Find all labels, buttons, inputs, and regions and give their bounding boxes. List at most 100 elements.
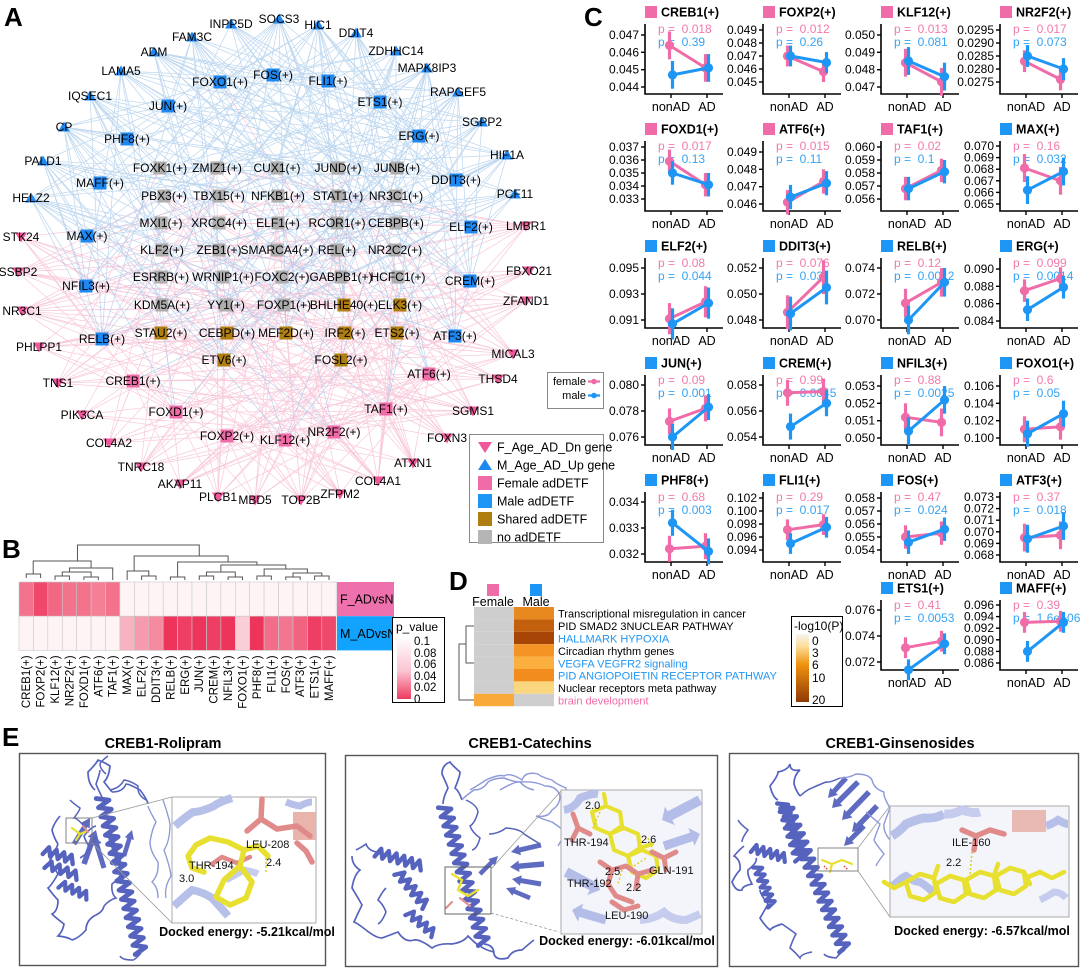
svg-text:0.100: 0.100 (727, 504, 757, 518)
svg-text:AD: AD (698, 100, 715, 114)
svg-text:PBX3(+): PBX3(+) (141, 189, 187, 203)
svg-text:AD: AD (1053, 451, 1070, 465)
svg-text:0.035: 0.035 (609, 166, 639, 180)
svg-text:ESRRB(+): ESRRB(+) (133, 270, 189, 284)
svg-text:PALD1: PALD1 (24, 154, 61, 168)
svg-text:ETS1(+): ETS1(+) (310, 655, 322, 698)
svg-text:ERG(+): ERG(+) (1016, 240, 1059, 254)
svg-text:SSBP2: SSBP2 (0, 265, 38, 279)
svg-text:brain development: brain development (558, 696, 649, 708)
svg-text:AD: AD (934, 451, 951, 465)
svg-text:ADM: ADM (141, 45, 168, 59)
svg-text:ZEB1(+): ZEB1(+) (196, 243, 241, 257)
svg-text:M_Age_AD_Up gene: M_Age_AD_Up gene (497, 459, 615, 473)
svg-text:0.086: 0.086 (964, 297, 994, 311)
svg-text:XRCC4(+): XRCC4(+) (191, 216, 247, 230)
svg-text:FAM3C: FAM3C (172, 30, 212, 44)
svg-text:TNS1: TNS1 (43, 376, 74, 390)
svg-text:HELZ2: HELZ2 (12, 191, 50, 205)
svg-text:MICAL3: MICAL3 (491, 347, 535, 361)
svg-text:IRF2(+): IRF2(+) (324, 326, 365, 340)
svg-text:0.076: 0.076 (845, 603, 875, 617)
svg-text:0.102: 0.102 (727, 491, 757, 505)
svg-text:0.060: 0.060 (845, 140, 875, 154)
svg-text:p = 0.26: p = 0.26 (776, 35, 823, 49)
svg-text:ELF2(+): ELF2(+) (661, 240, 707, 254)
svg-text:MAX(+): MAX(+) (1016, 123, 1059, 137)
svg-text:nonAD: nonAD (1007, 451, 1045, 465)
svg-text:HIC1: HIC1 (304, 18, 332, 32)
svg-text:ATF3(+): ATF3(+) (1016, 474, 1062, 488)
svg-text:FOXO1(+): FOXO1(+) (1016, 357, 1074, 371)
svg-text:PID SMAD2 3NUCLEAR PATHWAY: PID SMAD2 3NUCLEAR PATHWAY (558, 621, 734, 633)
svg-text:CREM(+): CREM(+) (779, 357, 831, 371)
svg-text:p = 0.017: p = 0.017 (658, 139, 712, 153)
svg-text:FOXC2(+): FOXC2(+) (254, 270, 309, 284)
svg-text:p_value: p_value (396, 620, 438, 634)
svg-text:FBXO21: FBXO21 (506, 264, 552, 278)
svg-text:nonAD: nonAD (1007, 100, 1045, 114)
svg-text:0.070: 0.070 (845, 313, 875, 327)
svg-text:p = 0.99: p = 0.99 (776, 373, 823, 387)
svg-text:0.047: 0.047 (727, 180, 757, 194)
svg-text:SGPP2: SGPP2 (462, 115, 502, 129)
svg-text:FOXD1(+): FOXD1(+) (79, 655, 91, 708)
svg-text:PHF8(+): PHF8(+) (104, 132, 150, 146)
svg-text:Shared adDETF: Shared adDETF (497, 513, 588, 527)
svg-text:0.0290: 0.0290 (957, 36, 994, 50)
svg-text:TBX15(+): TBX15(+) (193, 189, 245, 203)
svg-text:2.4: 2.4 (266, 857, 281, 869)
svg-text:FOXP2(+): FOXP2(+) (779, 6, 836, 20)
svg-text:Nuclear receptors meta pathway: Nuclear receptors meta pathway (558, 683, 717, 695)
svg-text:JUN(+): JUN(+) (149, 99, 187, 113)
svg-text:0.02: 0.02 (414, 682, 436, 694)
svg-text:ILE-160: ILE-160 (952, 837, 991, 849)
svg-text:FOS(+): FOS(+) (897, 474, 938, 488)
svg-text:p = 0.073: p = 0.073 (1013, 35, 1067, 49)
svg-text:0.090: 0.090 (964, 633, 994, 647)
svg-text:nonAD: nonAD (770, 451, 808, 465)
svg-text:PHLPP1: PHLPP1 (16, 340, 62, 354)
svg-text:THR-192: THR-192 (567, 878, 612, 890)
svg-text:ERG(+): ERG(+) (180, 655, 192, 694)
svg-text:p = 0.11: p = 0.11 (776, 152, 822, 166)
svg-text:0.068: 0.068 (964, 162, 994, 176)
svg-text:0.074: 0.074 (845, 261, 875, 275)
svg-text:AD: AD (698, 451, 715, 465)
svg-text:PHF8(+): PHF8(+) (252, 655, 264, 699)
svg-text:0.08: 0.08 (414, 648, 436, 660)
svg-text:p = 0.017: p = 0.017 (1013, 22, 1067, 36)
svg-text:FOXD1(+): FOXD1(+) (661, 123, 718, 137)
svg-text:nonAD: nonAD (1007, 676, 1045, 690)
svg-text:p = 0.6: p = 0.6 (1013, 373, 1054, 387)
svg-text:AD: AD (816, 217, 833, 231)
svg-text:RAPGEF5: RAPGEF5 (430, 85, 486, 99)
svg-text:nonAD: nonAD (888, 451, 926, 465)
svg-text:LEU-190: LEU-190 (605, 910, 648, 922)
svg-text:p = 0.02: p = 0.02 (894, 139, 941, 153)
svg-text:0.045: 0.045 (727, 75, 757, 89)
svg-text:KLF12(+): KLF12(+) (897, 6, 951, 20)
svg-text:HIF1A: HIF1A (490, 148, 524, 162)
svg-text:JUND(+): JUND(+) (315, 161, 362, 175)
svg-text:NR3C1: NR3C1 (2, 304, 42, 318)
svg-text:10: 10 (812, 671, 826, 685)
svg-text:0.1: 0.1 (414, 636, 430, 648)
svg-text:Docked energy: -6.01kcal/mol: Docked energy: -6.01kcal/mol (539, 934, 715, 948)
svg-text:CEBPB(+): CEBPB(+) (368, 216, 424, 230)
svg-text:ZDHHC14: ZDHHC14 (368, 44, 424, 58)
svg-text:TNRC18: TNRC18 (118, 460, 165, 474)
svg-text:p = 0.08: p = 0.08 (658, 256, 705, 270)
svg-text:MAX(+): MAX(+) (122, 655, 134, 694)
svg-text:LMBR1: LMBR1 (506, 219, 546, 233)
svg-text:B: B (2, 534, 21, 564)
svg-text:FLI1(+): FLI1(+) (779, 474, 820, 488)
svg-text:3: 3 (812, 646, 819, 660)
svg-text:FOXO1(+): FOXO1(+) (238, 655, 250, 709)
svg-text:0.070: 0.070 (964, 139, 994, 153)
svg-text:MAFF(+): MAFF(+) (1016, 582, 1066, 596)
svg-text:JUNB(+): JUNB(+) (374, 161, 420, 175)
svg-text:0.048: 0.048 (727, 36, 757, 50)
svg-text:0.074: 0.074 (845, 629, 875, 643)
svg-text:0.050: 0.050 (727, 287, 757, 301)
